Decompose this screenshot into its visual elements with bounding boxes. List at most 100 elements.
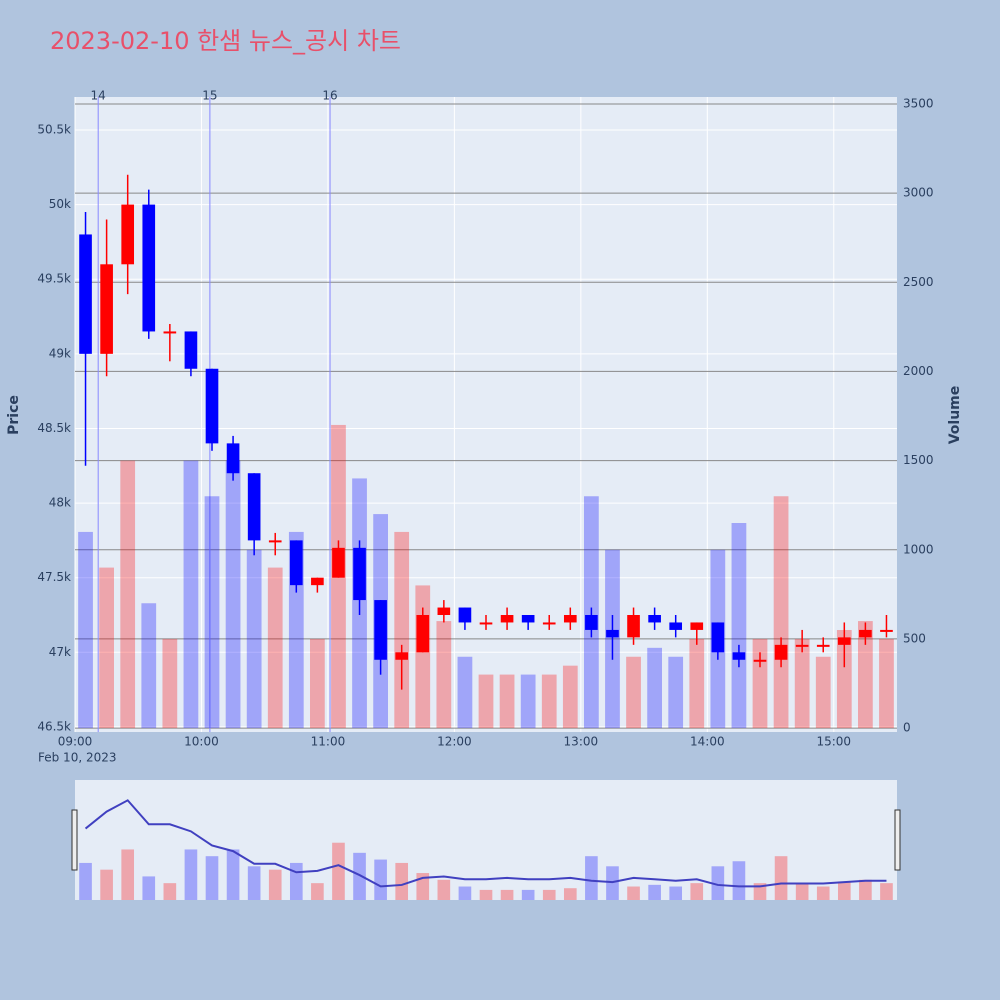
volume-bar bbox=[246, 549, 262, 729]
volume-bar bbox=[78, 531, 93, 729]
mini-price-line bbox=[84, 799, 887, 888]
candle-body bbox=[479, 622, 493, 625]
mini-volume-bar bbox=[880, 883, 893, 900]
mini-volume-bar bbox=[458, 886, 472, 900]
candle-body bbox=[859, 629, 872, 638]
volume-bar bbox=[647, 647, 662, 729]
mini-volume-bar bbox=[332, 842, 345, 900]
candle-body bbox=[774, 644, 788, 660]
mini-volume-bar bbox=[289, 862, 303, 900]
slider-handle[interactable] bbox=[71, 809, 78, 871]
candle-body bbox=[184, 331, 198, 369]
candle-body bbox=[690, 622, 704, 630]
volume-bar bbox=[204, 496, 220, 729]
mini-volume-bar bbox=[521, 889, 535, 900]
candle-body bbox=[648, 614, 661, 623]
x-tick-label: 11:00 bbox=[311, 735, 346, 749]
volume-bar bbox=[310, 638, 325, 729]
volume-bar bbox=[668, 656, 684, 729]
y2-tick-label: 2500 bbox=[903, 275, 934, 289]
candle-body bbox=[458, 607, 472, 623]
mini-volume-bar bbox=[395, 862, 409, 900]
mini-volume-bar bbox=[563, 888, 577, 900]
candle-body bbox=[121, 204, 135, 265]
event-label: 14 bbox=[91, 89, 106, 103]
volume-bar bbox=[752, 638, 768, 729]
volume-bar bbox=[836, 630, 852, 729]
mini-volume-bar bbox=[311, 883, 324, 900]
mini-volume-bar bbox=[585, 856, 598, 900]
y-axis-title: Price bbox=[6, 395, 22, 435]
mini-volume-bar bbox=[627, 886, 640, 900]
volume-bar bbox=[773, 496, 789, 729]
mini-volume-bar bbox=[774, 856, 788, 900]
volume-bar bbox=[626, 656, 641, 729]
volume-bar bbox=[99, 567, 114, 729]
candle-body bbox=[795, 644, 809, 647]
mini-volume-bar bbox=[795, 883, 809, 900]
volume-bar bbox=[162, 638, 178, 729]
candle-body bbox=[100, 264, 113, 354]
y2-tick-label: 3500 bbox=[903, 96, 934, 110]
candle-body bbox=[416, 614, 430, 653]
volume-bar bbox=[562, 665, 578, 729]
candle-body bbox=[395, 652, 409, 660]
y2-tick-label: 1000 bbox=[903, 542, 934, 556]
mini-volume-bar bbox=[479, 889, 493, 900]
volume-bar bbox=[520, 674, 536, 729]
mini-volume-bar bbox=[816, 886, 830, 900]
candle-body bbox=[353, 547, 366, 601]
candle-body bbox=[205, 368, 219, 444]
y-tick-label: 50k bbox=[49, 197, 71, 211]
volume-bar bbox=[478, 674, 494, 729]
y2-axis-title: Volume bbox=[947, 386, 963, 445]
y-tick-label: 47.5k bbox=[37, 570, 71, 584]
x-tick-label: 12:00 bbox=[437, 735, 472, 749]
y2-tick-label: 2000 bbox=[903, 364, 934, 378]
volume-bar bbox=[120, 460, 136, 729]
range-slider[interactable] bbox=[75, 780, 897, 900]
mini-volume-bar bbox=[205, 856, 219, 900]
candle-body bbox=[500, 614, 514, 623]
candle-body bbox=[669, 622, 683, 630]
candle-body bbox=[711, 622, 725, 653]
x-tick-label: 13:00 bbox=[564, 735, 599, 749]
volume-bar bbox=[731, 523, 747, 729]
volume-bar bbox=[689, 638, 705, 729]
candle-body bbox=[268, 540, 282, 543]
mini-volume-bar bbox=[648, 884, 661, 900]
candle-body bbox=[311, 577, 324, 586]
candle-body bbox=[374, 600, 387, 660]
mini-volume-bar bbox=[732, 861, 746, 900]
candle-body bbox=[79, 234, 92, 354]
y-tick-label: 49.5k bbox=[37, 272, 71, 286]
slider-handle[interactable] bbox=[894, 809, 901, 871]
x-tick-label: 10:00 bbox=[184, 735, 219, 749]
y-tick-label: 46.5k bbox=[37, 719, 71, 733]
mini-volume-bar bbox=[163, 883, 177, 900]
volume-bar bbox=[183, 460, 199, 729]
mini-volume-bar bbox=[669, 886, 683, 900]
candle-body bbox=[226, 443, 240, 474]
candle-body bbox=[163, 331, 177, 334]
x-tick-label: 09:00 bbox=[58, 735, 93, 749]
candle-body bbox=[837, 637, 851, 645]
mini-volume-bar bbox=[711, 866, 725, 900]
y-tick-label: 49k bbox=[49, 346, 71, 360]
volume-bar bbox=[141, 603, 157, 729]
candle-body bbox=[732, 652, 746, 660]
x-tick-label: 15:00 bbox=[816, 735, 851, 749]
volume-bar bbox=[858, 621, 873, 729]
y-tick-label: 50.5k bbox=[37, 122, 71, 136]
y-tick-label: 47k bbox=[49, 645, 71, 659]
mini-volume-bar bbox=[374, 859, 387, 900]
mini-volume-bar bbox=[859, 879, 872, 900]
mini-volume-bar bbox=[142, 876, 156, 900]
candle-body bbox=[880, 629, 893, 632]
mini-volume-bar bbox=[247, 866, 261, 900]
mini-volume-bar bbox=[353, 852, 366, 900]
mini-volume-bar bbox=[268, 869, 282, 900]
mini-volume-bar bbox=[606, 866, 619, 900]
y2-tick-label: 3000 bbox=[903, 186, 934, 200]
